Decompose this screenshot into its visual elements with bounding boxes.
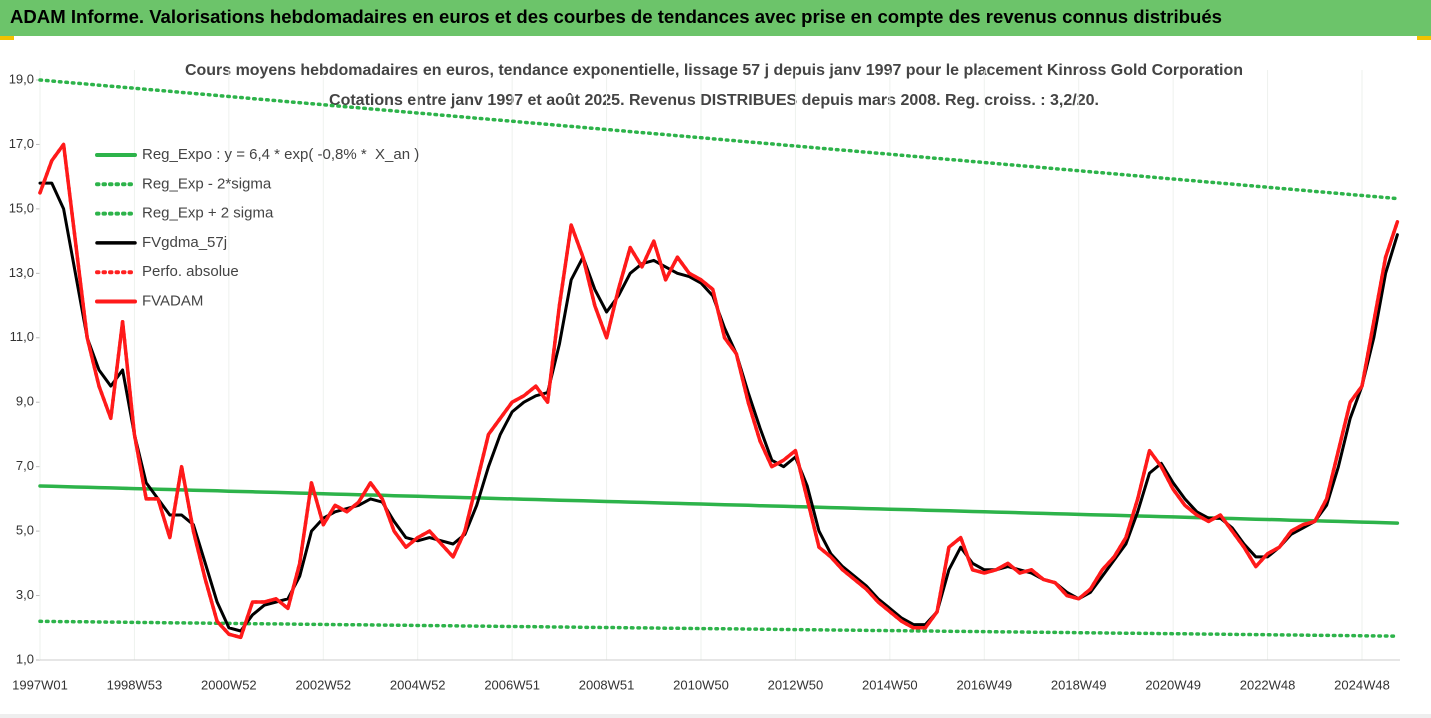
corner-accent <box>1417 36 1431 40</box>
legend-label: Reg_Exp + 2 sigma <box>142 205 274 222</box>
x-tick-label: 2004W52 <box>390 677 446 692</box>
x-tick-label: 2014W50 <box>862 677 918 692</box>
y-tick-label: 1,0 <box>16 651 34 666</box>
header-title: ADAM Informe. Valorisations hebdomadaire… <box>10 7 1222 27</box>
x-tick-label: 2002W52 <box>295 677 351 692</box>
x-tick-label: 2012W50 <box>768 677 824 692</box>
series-line <box>38 619 1400 638</box>
y-tick-label: 9,0 <box>16 394 34 409</box>
chart-title: Cours moyens hebdomadaires en euros, ten… <box>185 62 1243 79</box>
legend-label: Reg_Exp - 2*sigma <box>142 175 272 192</box>
x-tick-label: 1998W53 <box>107 677 163 692</box>
legend-label: Reg_Expo : y = 6,4 * exp( -0,8% * X_an ) <box>142 146 419 163</box>
corner-accent <box>0 36 14 40</box>
x-tick-label: 2016W49 <box>956 677 1012 692</box>
x-tick-label: 2000W52 <box>201 677 257 692</box>
y-tick-label: 13,0 <box>9 265 34 280</box>
legend: Reg_Expo : y = 6,4 * exp( -0,8% * X_an )… <box>95 146 419 309</box>
x-tick-label: 2020W49 <box>1145 677 1201 692</box>
x-tick-label: 2010W50 <box>673 677 729 692</box>
y-tick-label: 17,0 <box>9 136 34 151</box>
x-tick-label: 2018W49 <box>1051 677 1107 692</box>
y-tick-label: 11,0 <box>10 329 34 344</box>
y-tick-label: 15,0 <box>9 200 34 215</box>
x-tick-label: 1997W01 <box>12 677 68 692</box>
chart-subtitle: Cotations entre janv 1997 et août 2025. … <box>329 92 1099 109</box>
series-line <box>38 484 1400 525</box>
y-tick-label: 7,0 <box>16 458 34 473</box>
plot-area: 1,0 3,0 5,0 7,0 9,0 11,0 13,0 15,0 17,0 19,0 1997W… <box>9 70 1400 692</box>
footer-edge <box>0 714 1431 718</box>
y-tick-label: 5,0 <box>16 523 34 538</box>
legend-label: FVgdma_57j <box>142 234 227 251</box>
x-tick-label: 2024W48 <box>1334 677 1390 692</box>
x-tick-label: 2008W51 <box>579 677 635 692</box>
y-tick-label: 19,0 <box>9 71 34 86</box>
header-bar <box>0 0 1431 36</box>
series-line <box>38 142 1400 640</box>
x-tick-label: 2022W48 <box>1240 677 1296 692</box>
legend-label: Perfo. absolue <box>142 263 239 280</box>
legend-label: FVADAM <box>142 292 203 309</box>
series-line <box>38 78 1400 201</box>
y-tick-label: 3,0 <box>16 587 34 602</box>
x-tick-label: 2006W51 <box>484 677 540 692</box>
